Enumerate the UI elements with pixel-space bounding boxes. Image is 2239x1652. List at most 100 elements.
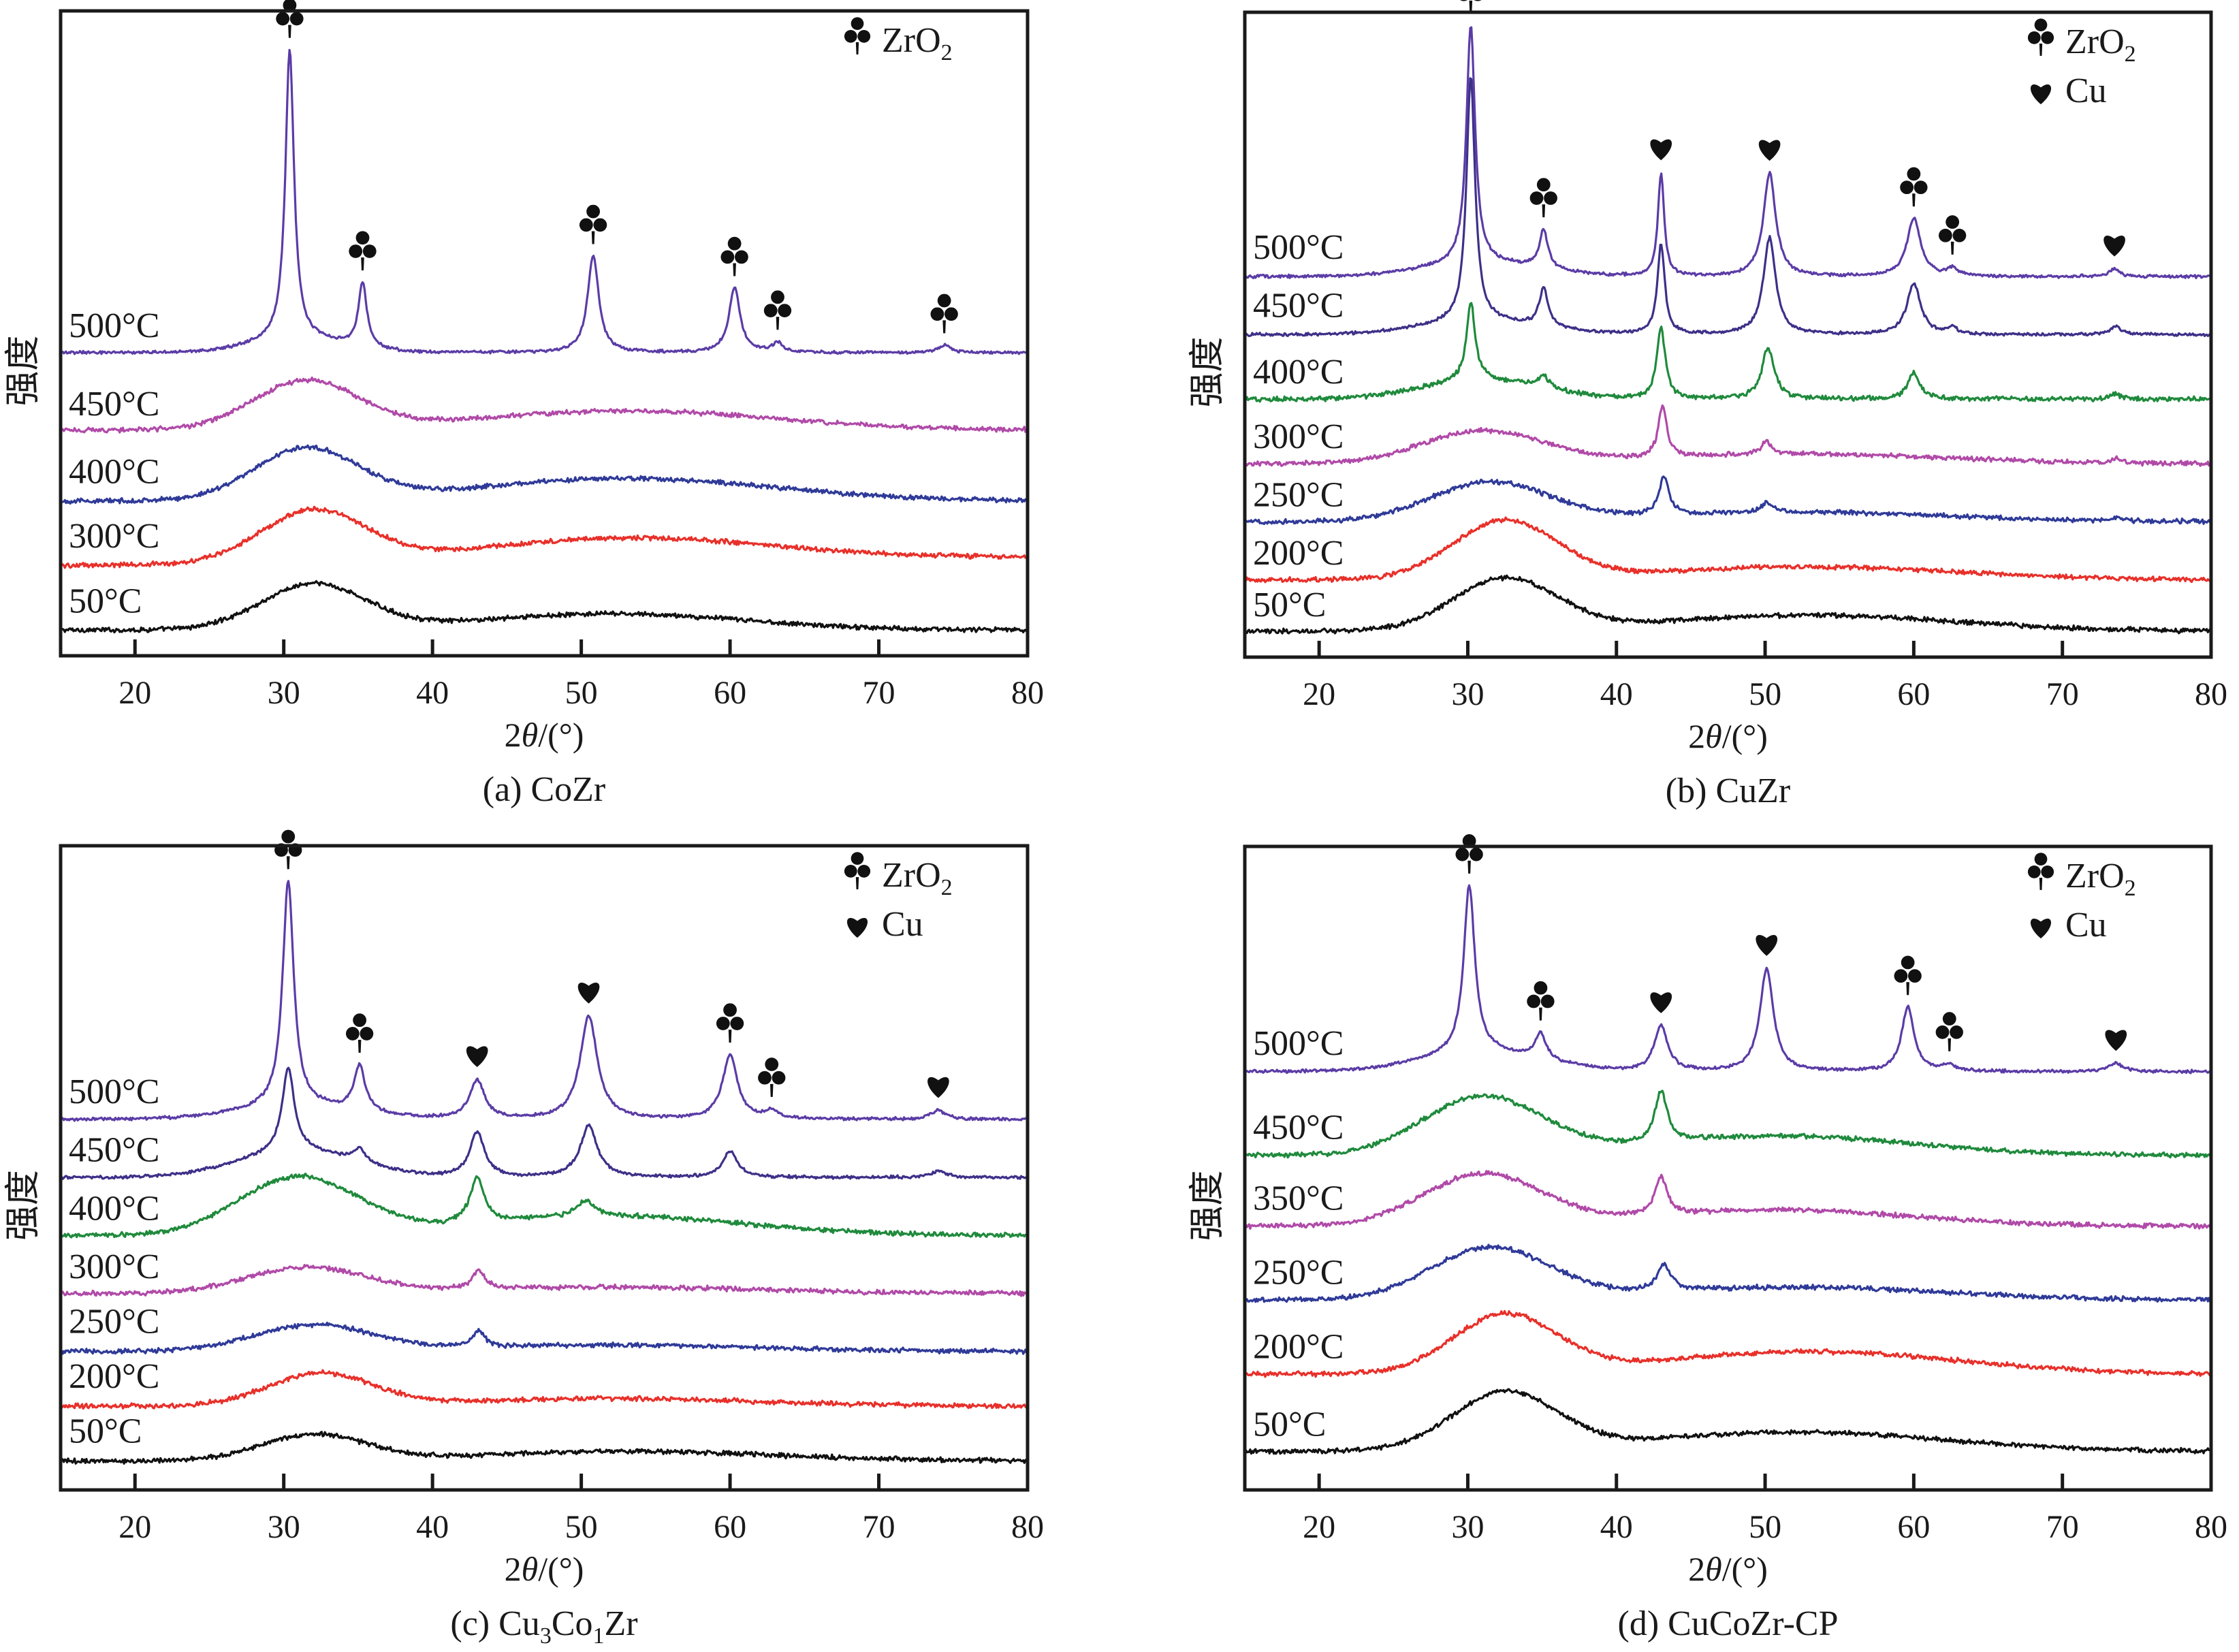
- heart-marker-icon: [577, 983, 600, 1004]
- series-label: 200°C: [1253, 534, 1344, 573]
- chart-panel-d: 50°C 200°C 250°C 350°C 450°C 500°C 20 30 40 50 60 7…: [1187, 834, 2227, 1643]
- panel-caption: (c) Cu3Co1Zr: [450, 1604, 637, 1649]
- heart-marker-icon: [466, 1046, 488, 1068]
- series-label: 300°C: [69, 517, 159, 556]
- club-marker-icon: [1935, 1012, 1963, 1051]
- series-line-d-50c: [1243, 1388, 2212, 1455]
- club-marker-icon: [1527, 981, 1555, 1021]
- series-label: 50°C: [1253, 586, 1326, 624]
- panel-caption: (b) CuZr: [1666, 772, 1790, 810]
- heart-marker-icon: [2103, 235, 2125, 257]
- x-tick-label: 70: [2046, 1509, 2079, 1545]
- x-tick-label: 40: [1600, 676, 1633, 712]
- x-tick-label: 70: [863, 675, 895, 711]
- club-marker-icon: [930, 293, 958, 334]
- series-line-b-200c: [1243, 516, 2212, 584]
- series-label: 200°C: [69, 1357, 159, 1396]
- x-axis-title: 2θ/(°): [505, 1550, 584, 1588]
- series-label: 250°C: [1253, 1254, 1344, 1292]
- series-label: 450°C: [69, 1131, 159, 1170]
- heart-marker-icon: [1756, 935, 1778, 956]
- chart-panel-c: 50°C 200°C 250°C 300°C 400°C 450°C 500°C 20 30 40…: [3, 829, 1044, 1649]
- series-label: 300°C: [1253, 417, 1344, 456]
- club-marker-icon: [274, 829, 302, 870]
- x-tick-label: 80: [1011, 675, 1044, 711]
- club-marker-icon: [345, 1013, 374, 1053]
- chart-panel-b: 50°C 200°C 250°C 300°C 400°C 450°C 500°C 20 30 40…: [1187, 0, 2227, 810]
- heart-marker-icon: [1650, 139, 1672, 161]
- series-label: 500°C: [1253, 1024, 1344, 1063]
- club-marker-icon: [1460, 0, 1482, 14]
- x-axis-title: 2θ/(°): [505, 716, 584, 754]
- x-axis-title: 2θ/(°): [1688, 717, 1768, 755]
- x-tick-label: 60: [714, 675, 746, 711]
- club-marker-icon: [276, 0, 304, 38]
- x-tick-label: 30: [268, 1509, 300, 1545]
- legend: ZrO2 Cu: [2027, 18, 2136, 110]
- chart-panel-a: 50°C 300°C 400°C 450°C 500°C 20 30 40 50 60 70 80 2θ…: [3, 0, 1044, 809]
- x-tick-label: 50: [565, 1509, 598, 1545]
- legend-label: Cu: [2065, 72, 2107, 110]
- club-marker-icon: [763, 290, 792, 330]
- plot-frame: [1243, 10, 2213, 659]
- legend-label: ZrO2: [2065, 22, 2136, 67]
- y-axis-title: 强度: [3, 1170, 44, 1241]
- x-tick-label: 30: [1451, 1509, 1484, 1545]
- club-marker-icon: [1455, 834, 1483, 874]
- x-tick-label: 20: [1303, 1509, 1335, 1545]
- heart-marker-icon: [1758, 140, 1781, 161]
- series-line-d-450c: [1244, 1090, 2212, 1159]
- series-line-a-50c: [59, 579, 1029, 634]
- x-tick-label: 40: [416, 1509, 449, 1545]
- x-tick-label: 60: [1897, 676, 1930, 712]
- panel-caption: (a) CoZr: [483, 770, 605, 809]
- x-tick-label: 40: [1600, 1509, 1633, 1545]
- y-axis-title: 强度: [1187, 1170, 1228, 1241]
- legend-label: ZrO2: [882, 856, 953, 900]
- legend-label: Cu: [882, 905, 923, 944]
- club-legend-icon: [844, 852, 871, 889]
- series-line-b-300c: [1244, 404, 2212, 467]
- club-marker-icon: [758, 1058, 786, 1097]
- series-line-c-500c: [59, 880, 1029, 1122]
- x-tick-label: 80: [2195, 1509, 2227, 1545]
- series-label: 450°C: [69, 385, 159, 424]
- series-line-d-200c: [1244, 1309, 2212, 1378]
- x-tick-label: 60: [714, 1509, 746, 1545]
- series-line-b-400c: [1243, 302, 2212, 403]
- x-tick-label: 30: [268, 675, 300, 711]
- club-marker-icon: [1529, 178, 1557, 218]
- series-line-c-50c: [59, 1431, 1028, 1465]
- heart-legend-icon: [2030, 84, 2052, 105]
- x-tick-label: 50: [1749, 676, 1781, 712]
- series-line-a-300c: [60, 505, 1029, 569]
- series-line-b-250c: [1243, 475, 2212, 526]
- series-label: 400°C: [1253, 353, 1344, 392]
- x-tick-label: 30: [1451, 676, 1484, 712]
- x-tick-label: 70: [863, 1509, 895, 1545]
- club-marker-icon: [716, 1003, 744, 1043]
- series-label: 400°C: [69, 452, 159, 491]
- series-label: 200°C: [1253, 1328, 1344, 1367]
- series-line-c-400c: [59, 1173, 1028, 1239]
- series-line-c-250c: [59, 1321, 1029, 1355]
- series-label: 350°C: [1253, 1179, 1344, 1218]
- series-line-b-50c: [1243, 574, 2212, 635]
- legend-label: ZrO2: [882, 21, 953, 65]
- series-line-d-250c: [1243, 1243, 2212, 1303]
- x-tick-label: 50: [1749, 1509, 1781, 1545]
- club-legend-icon: [2027, 853, 2054, 890]
- series-label: 50°C: [1253, 1405, 1326, 1444]
- club-marker-icon: [1894, 955, 1922, 996]
- series-line-c-300c: [59, 1264, 1028, 1297]
- series-label: 500°C: [1253, 228, 1344, 267]
- series-label: 250°C: [69, 1302, 159, 1341]
- series-label: 450°C: [1253, 1108, 1344, 1147]
- series-line-a-400c: [59, 444, 1028, 505]
- x-tick-label: 20: [1303, 676, 1335, 712]
- x-tick-label: 80: [1011, 1509, 1044, 1545]
- x-axis-title: 2θ/(°): [1688, 1550, 1768, 1588]
- heart-marker-icon: [1650, 992, 1672, 1013]
- series-label: 300°C: [69, 1248, 159, 1286]
- series-line-d-350c: [1244, 1170, 2212, 1230]
